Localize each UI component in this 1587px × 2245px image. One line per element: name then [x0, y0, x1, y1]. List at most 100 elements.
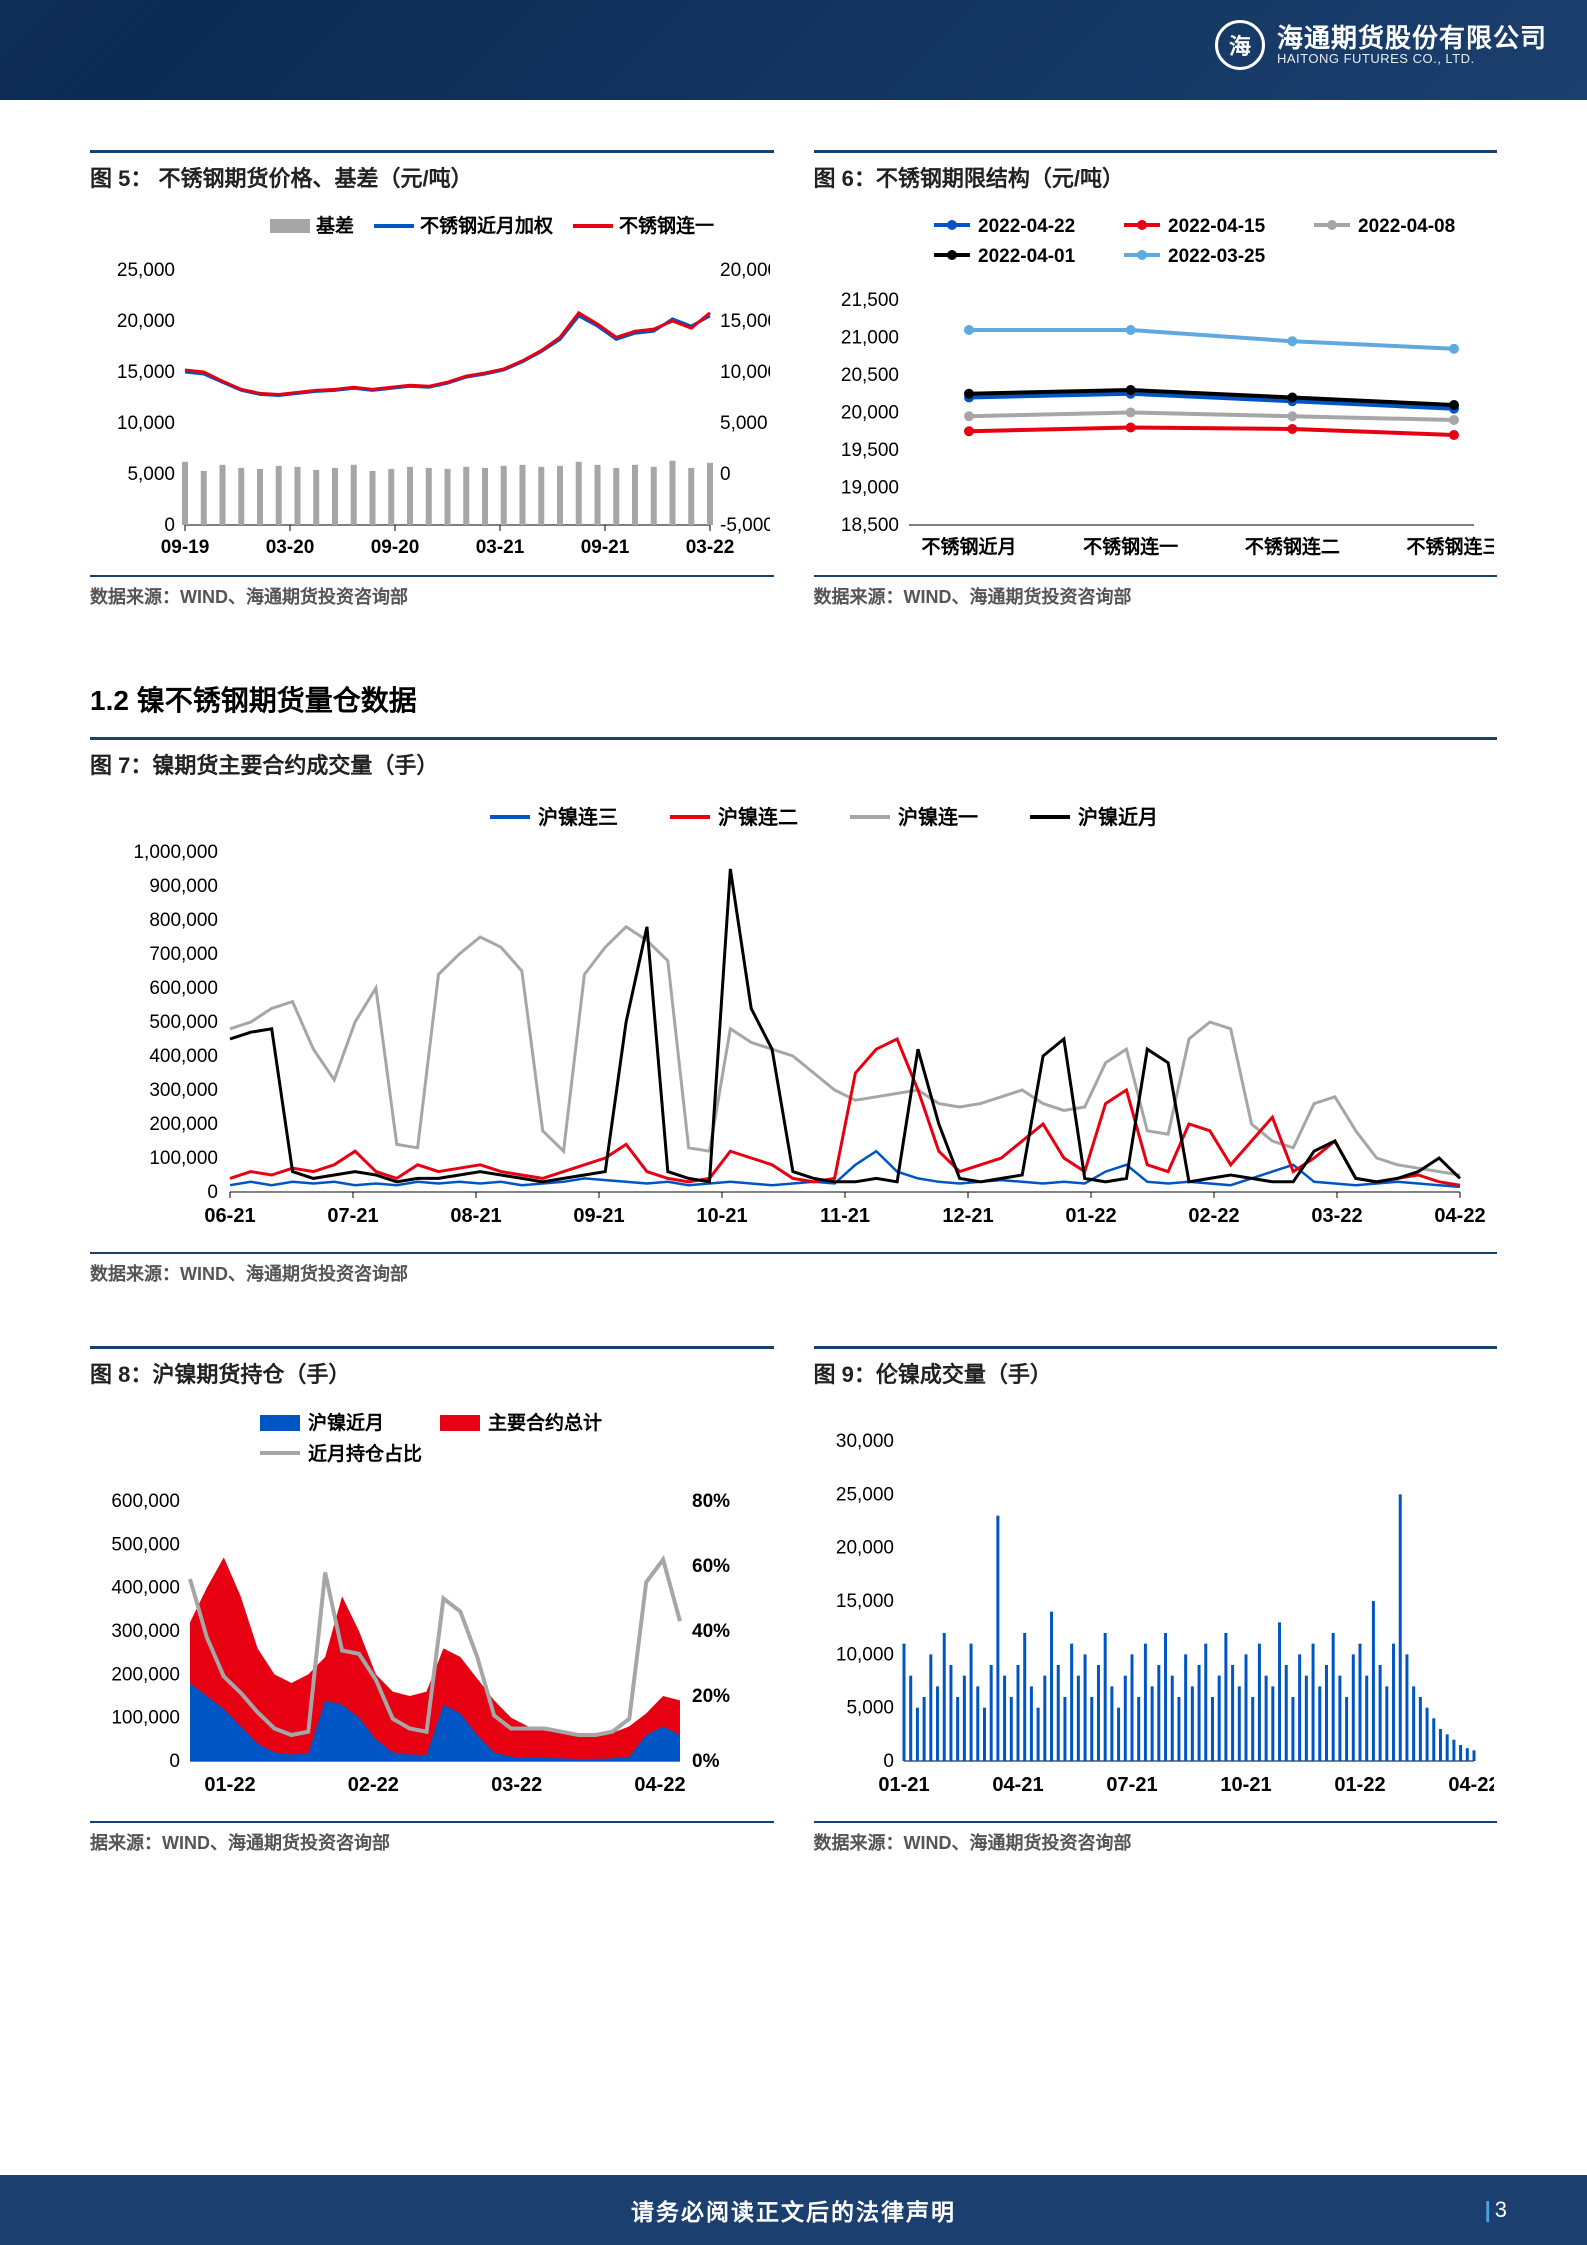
chart6-title: 图 6：不锈钢期限结构（元/吨）: [814, 153, 1124, 205]
page-root: 海 海通期货股份有限公司 HAITONG FUTURES CO., LTD. 图…: [0, 0, 1587, 2245]
chart9-svg: 05,00010,00015,00020,00025,00030,00001-2…: [814, 1401, 1494, 1821]
svg-text:10,000: 10,000: [835, 1644, 893, 1665]
company-logo: 海 海通期货股份有限公司 HAITONG FUTURES CO., LTD.: [1215, 20, 1547, 70]
svg-text:2022-04-22: 2022-04-22: [978, 216, 1075, 237]
svg-text:09-20: 09-20: [371, 537, 420, 558]
svg-text:沪镍近月: 沪镍近月: [308, 1411, 384, 1434]
svg-text:19,000: 19,000: [840, 478, 898, 499]
chart5-svg: 基差 不锈钢近月加权 不锈钢连一 0 5,000 10,000 15,000 20,000 25…: [90, 205, 770, 575]
svg-text:200,000: 200,000: [111, 1664, 180, 1685]
chart9-box: 图 9：伦镍成交量（手） 05,00010,00015,00020,00025,…: [814, 1346, 1498, 1855]
svg-text:主要合约总计: 主要合约总计: [488, 1411, 602, 1434]
svg-text:10,000: 10,000: [720, 362, 770, 383]
svg-text:不锈钢近月加权: 不锈钢近月加权: [420, 214, 553, 237]
logo-cn: 海通期货股份有限公司: [1277, 24, 1547, 53]
svg-text:20,000: 20,000: [835, 1538, 893, 1559]
svg-text:21,500: 21,500: [840, 290, 898, 311]
svg-text:03-20: 03-20: [266, 537, 315, 558]
svg-text:01-22: 01-22: [1065, 1205, 1116, 1227]
svg-text:04-22: 04-22: [1434, 1205, 1485, 1227]
svg-text:20,000: 20,000: [117, 311, 175, 332]
svg-text:60%: 60%: [692, 1556, 730, 1577]
svg-text:03-21: 03-21: [476, 537, 525, 558]
svg-text:04-22: 04-22: [634, 1774, 685, 1796]
svg-text:01-22: 01-22: [204, 1774, 255, 1796]
svg-text:09-19: 09-19: [161, 537, 210, 558]
svg-text:600,000: 600,000: [111, 1491, 180, 1512]
logo-en: HAITONG FUTURES CO., LTD.: [1277, 52, 1547, 66]
svg-text:30,000: 30,000: [835, 1431, 893, 1452]
svg-text:40%: 40%: [692, 1621, 730, 1642]
svg-text:不锈钢连一: 不锈钢连一: [1083, 535, 1178, 558]
svg-text:100,000: 100,000: [111, 1708, 180, 1729]
logo-badge-icon: 海: [1215, 20, 1265, 70]
svg-text:25,000: 25,000: [835, 1484, 893, 1505]
svg-text:20,500: 20,500: [840, 365, 898, 386]
svg-text:2022-04-08: 2022-04-08: [1358, 216, 1455, 237]
svg-text:04-22: 04-22: [1448, 1774, 1494, 1796]
section-1-2-title: 1.2 镍不锈钢期货量仓数据: [90, 679, 1497, 719]
svg-text:25,000: 25,000: [117, 260, 175, 281]
chart8-svg: 沪镍近月主要合约总计近月持仓占比0100,000200,000300,00040…: [90, 1401, 770, 1821]
svg-text:5,000: 5,000: [127, 464, 175, 485]
svg-text:20,000: 20,000: [720, 260, 770, 281]
svg-text:不锈钢连一: 不锈钢连一: [619, 214, 714, 237]
logo-text: 海通期货股份有限公司 HAITONG FUTURES CO., LTD.: [1277, 24, 1547, 67]
chart-row-56: 图 5： 不锈钢期货价格、基差（元/吨） 基差不锈钢近月加权不锈钢连一05,00…: [90, 150, 1497, 609]
svg-text:10-21: 10-21: [1220, 1774, 1271, 1796]
svg-text:03-22: 03-22: [686, 537, 735, 558]
svg-text:02-22: 02-22: [348, 1774, 399, 1796]
svg-text:沪镍连二: 沪镍连二: [718, 805, 798, 829]
svg-text:0%: 0%: [692, 1751, 720, 1772]
page-footer: 请务必阅读正文后的法律声明 |3: [0, 2175, 1587, 2245]
svg-text:800,000: 800,000: [149, 910, 218, 931]
chart9-source: 数据来源：WIND、海通期货投资咨询部: [814, 1829, 1498, 1855]
page-number-value: 3: [1495, 2197, 1507, 2222]
page-header: 海 海通期货股份有限公司 HAITONG FUTURES CO., LTD.: [0, 0, 1587, 100]
svg-text:1,000,000: 1,000,000: [133, 842, 218, 863]
chart7-title: 图 7：镍期货主要合约成交量（手）: [90, 740, 438, 792]
svg-text:02-22: 02-22: [1188, 1205, 1239, 1227]
svg-text:07-21: 07-21: [1106, 1774, 1157, 1796]
svg-text:不锈钢近月: 不锈钢近月: [921, 536, 1016, 558]
chart7-source: 数据来源：WIND、海通期货投资咨询部: [90, 1260, 1497, 1286]
svg-text:900,000: 900,000: [149, 876, 218, 897]
svg-text:10,000: 10,000: [117, 413, 175, 434]
svg-text:不锈钢连三: 不锈钢连三: [1406, 535, 1494, 558]
svg-text:15,000: 15,000: [720, 311, 770, 332]
chart8-source: 据来源：WIND、海通期货投资咨询部: [90, 1829, 774, 1855]
svg-text:200,000: 200,000: [149, 1114, 218, 1135]
page-number: |3: [1485, 2197, 1507, 2223]
svg-text:0: 0: [164, 515, 175, 536]
chart5-title: 图 5： 不锈钢期货价格、基差（元/吨）: [90, 153, 473, 205]
svg-text:沪镍连三: 沪镍连三: [538, 805, 618, 829]
svg-text:15,000: 15,000: [835, 1591, 893, 1612]
svg-text:18,500: 18,500: [840, 515, 898, 536]
svg-text:80%: 80%: [692, 1491, 730, 1512]
svg-text:04-21: 04-21: [992, 1774, 1043, 1796]
svg-text:100,000: 100,000: [149, 1148, 218, 1169]
chart-row-89: 图 8：沪镍期货持仓（手） 沪镍近月主要合约总计近月持仓占比0100,00020…: [90, 1346, 1497, 1855]
svg-text:0: 0: [883, 1751, 894, 1772]
chart6-box: 图 6：不锈钢期限结构（元/吨） 2022-04-222022-04-15202…: [814, 150, 1498, 609]
svg-text:沪镍近月: 沪镍近月: [1078, 805, 1158, 829]
svg-text:09-21: 09-21: [573, 1205, 624, 1227]
svg-text:2022-03-25: 2022-03-25: [1168, 246, 1266, 267]
footer-disclaimer: 请务必阅读正文后的法律声明: [631, 2193, 956, 2227]
svg-text:20,000: 20,000: [840, 403, 898, 424]
svg-text:06-21: 06-21: [204, 1205, 255, 1227]
svg-text:15,000: 15,000: [117, 362, 175, 383]
chart8-box: 图 8：沪镍期货持仓（手） 沪镍近月主要合约总计近月持仓占比0100,00020…: [90, 1346, 774, 1855]
svg-text:-5,000: -5,000: [720, 515, 770, 536]
svg-text:03-22: 03-22: [491, 1774, 542, 1796]
svg-text:01-21: 01-21: [878, 1774, 929, 1796]
svg-text:19,500: 19,500: [840, 440, 898, 461]
svg-text:0: 0: [169, 1751, 180, 1772]
svg-text:近月持仓占比: 近月持仓占比: [308, 1442, 422, 1465]
svg-text:基差: 基差: [315, 214, 354, 237]
chart7-box: 图 7：镍期货主要合约成交量（手） 沪镍连三沪镍连二沪镍连一沪镍近月0100,0…: [90, 737, 1497, 1286]
svg-text:2022-04-01: 2022-04-01: [978, 246, 1076, 267]
svg-text:01-22: 01-22: [1334, 1774, 1385, 1796]
svg-text:0: 0: [207, 1182, 218, 1203]
svg-text:10-21: 10-21: [696, 1205, 747, 1227]
